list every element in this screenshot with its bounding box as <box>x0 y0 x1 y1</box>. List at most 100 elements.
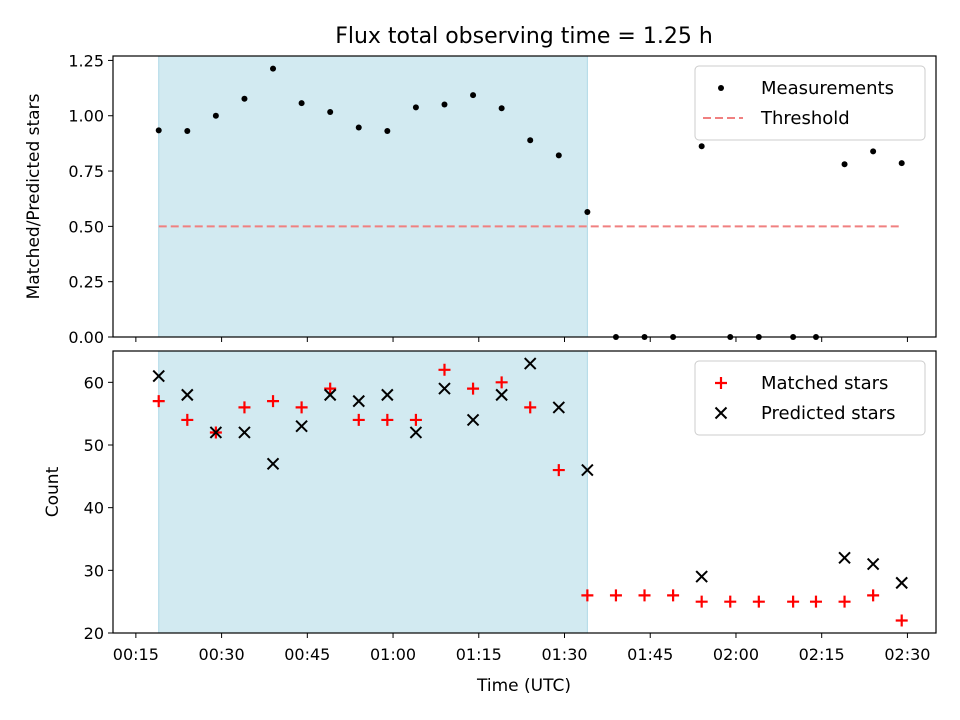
x-axis-label: Time (UTC) <box>476 676 571 696</box>
measurement-point <box>555 152 562 159</box>
axes-frame <box>112 55 937 338</box>
matched-star-marker <box>695 595 708 608</box>
matched-star-marker <box>581 589 594 602</box>
x-tick-label: 02:15 <box>799 645 845 664</box>
predicted-star-marker <box>524 357 537 370</box>
measurement-point <box>584 208 591 215</box>
measurement-point <box>698 143 705 150</box>
y-tick-label: 60 <box>84 373 104 392</box>
x-tick-label: 01:15 <box>456 645 502 664</box>
measurement-point <box>441 101 448 108</box>
measurement-point <box>498 105 505 112</box>
shaded-interval <box>158 55 588 338</box>
matched-star-marker <box>438 363 451 376</box>
matched-star-marker <box>895 614 908 627</box>
matched-star-marker <box>638 589 651 602</box>
predicted-star-marker <box>352 394 365 408</box>
legend-label: Predicted stars <box>761 403 895 424</box>
matched-star-marker <box>867 589 880 602</box>
matched-star-marker <box>152 395 165 408</box>
legend-swatch-predicted <box>714 406 728 420</box>
measurement-point <box>870 148 877 155</box>
matched-star-marker <box>238 401 251 414</box>
measurement-point <box>155 127 162 134</box>
measurement-point <box>470 92 477 99</box>
predicted-star-marker <box>409 426 423 439</box>
predicted-star-marker <box>895 576 908 590</box>
matched-star-marker <box>809 595 822 608</box>
matched-star-marker <box>381 413 394 426</box>
y-tick-label: 50 <box>84 436 104 455</box>
y-tick-label: 0.00 <box>68 328 104 347</box>
y-tick-label: 30 <box>84 561 104 580</box>
matched-star-marker <box>667 589 680 602</box>
legend-box <box>694 65 926 141</box>
predicted-star-marker <box>438 382 451 395</box>
predicted-star-marker <box>695 570 708 583</box>
y-tick-label: 0.50 <box>68 217 104 236</box>
y-tick-label: 1.00 <box>68 107 104 126</box>
x-tick-label: 01:00 <box>370 645 416 664</box>
legend-label: Measurements <box>761 78 894 99</box>
predicted-star-marker <box>266 457 280 471</box>
matched-star-marker <box>267 395 280 408</box>
x-tick-label: 01:45 <box>627 645 673 664</box>
legend-swatch-measurements <box>718 85 724 91</box>
x-tick-label: 00:30 <box>199 645 245 664</box>
y-tick-label: 0.25 <box>68 273 104 292</box>
measurement-point <box>241 95 248 102</box>
predicted-star-marker <box>552 401 565 414</box>
y-tick-label: 40 <box>84 499 104 518</box>
matched-star-marker <box>724 595 737 608</box>
shaded-interval <box>158 350 588 634</box>
predicted-star-marker <box>581 463 594 477</box>
legend: Measurements Threshold <box>694 65 926 141</box>
predicted-star-marker <box>238 426 251 439</box>
legend: Matched stars Predicted stars <box>694 360 926 436</box>
legend-label: Threshold <box>760 108 850 129</box>
measurement-point <box>527 137 534 144</box>
x-tick-label: 02:00 <box>713 645 759 664</box>
measurement-point <box>841 161 848 168</box>
matched-star-marker <box>324 382 337 395</box>
matched-star-marker <box>524 401 537 414</box>
matched-star-marker <box>787 595 800 608</box>
panel-counts: 20 30 40 50 60 00:15 00:30 00:45 01:00 01:15 01:30… <box>43 350 937 664</box>
legend-label: Matched stars <box>761 373 888 394</box>
measurement-point <box>184 128 191 135</box>
y-tick-label: 20 <box>84 624 104 643</box>
matched-star-marker <box>495 376 508 389</box>
predicted-star-marker <box>323 388 337 402</box>
matched-star-marker <box>352 413 365 426</box>
predicted-star-marker <box>381 388 394 402</box>
panel-ratio: 0.00 0.25 0.50 0.75 1.00 1.25 Matched/Predicte… <box>24 51 937 347</box>
measurement-point <box>270 65 277 72</box>
legend-box <box>694 360 926 436</box>
measurement-point <box>355 124 362 131</box>
y-axis-label: Matched/Predicted stars <box>24 93 44 299</box>
predicted-star-marker <box>181 388 194 402</box>
predicted-star-marker <box>466 413 480 427</box>
x-tick-label: 00:45 <box>284 645 330 664</box>
x-tick-label: 01:30 <box>541 645 587 664</box>
chart-title: Flux total observing time = 1.25 h <box>335 24 713 49</box>
measurement-point <box>212 112 219 119</box>
x-tick-label: 00:15 <box>113 645 159 664</box>
axes-frame <box>112 350 937 634</box>
predicted-star-marker <box>152 369 165 383</box>
matched-star-marker <box>409 413 422 426</box>
matched-star-marker <box>295 401 308 414</box>
matched-star-marker <box>752 595 765 608</box>
matched-star-marker <box>838 595 851 608</box>
predicted-star-marker <box>209 426 223 439</box>
predicted-star-marker <box>866 557 880 571</box>
matched-star-marker <box>467 382 480 395</box>
predicted-star-marker <box>838 551 851 565</box>
matched-star-marker <box>609 589 622 602</box>
matched-star-marker <box>181 413 194 426</box>
measurement-point <box>298 100 305 107</box>
measurement-point <box>384 128 391 135</box>
measurement-point <box>898 160 905 167</box>
x-tick-label: 02:30 <box>884 645 930 664</box>
